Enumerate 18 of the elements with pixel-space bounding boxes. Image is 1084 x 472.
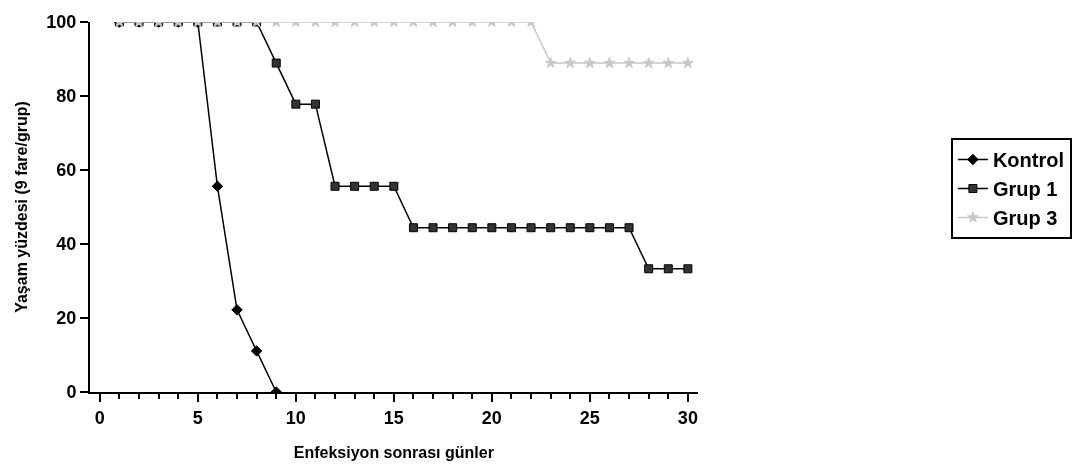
y-tick-label: 40	[56, 234, 77, 255]
legend-label: Grup 3	[992, 207, 1058, 230]
legend-label: Grup 1	[992, 178, 1058, 201]
y-tick-label: 80	[56, 86, 77, 107]
legend-label: Kontrol	[992, 149, 1064, 172]
y-tick-label: 0	[66, 382, 77, 403]
x-tick-label: 20	[481, 407, 502, 428]
x-tick-label: 15	[383, 407, 404, 428]
y-axis-title: Yaşam yüzdesi (9 fare/grup)	[12, 101, 30, 313]
y-tick-label: 60	[56, 160, 77, 181]
y-tick-label: 20	[56, 308, 77, 329]
x-tick-label: 5	[192, 407, 203, 428]
x-tick-label: 30	[677, 407, 698, 428]
x-axis-title: Enfeksiyon sonrası günler	[293, 443, 494, 461]
x-tick-label: 25	[579, 407, 600, 428]
x-tick-label: 0	[94, 407, 105, 428]
y-tick-label: 100	[46, 12, 77, 33]
x-tick-label: 10	[285, 407, 306, 428]
